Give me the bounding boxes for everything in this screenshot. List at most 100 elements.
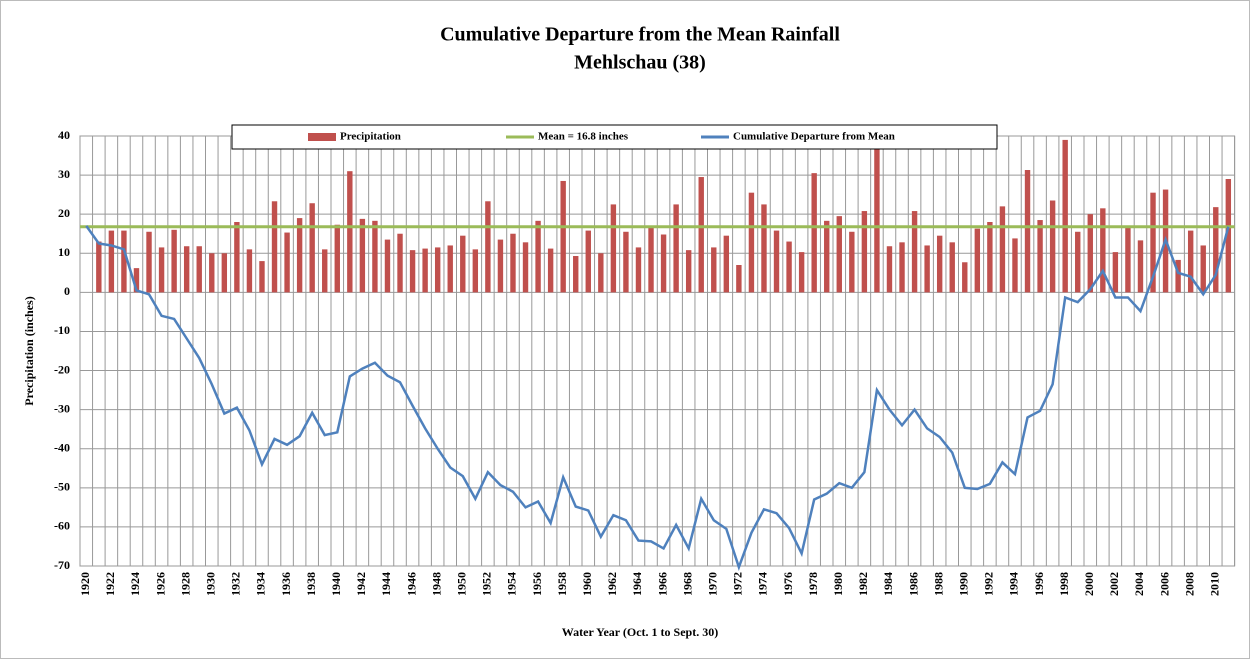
x-tick-label: 1994 <box>1007 572 1021 596</box>
bar <box>372 220 378 293</box>
bar <box>798 252 805 293</box>
x-tick-label: 1930 <box>204 572 218 596</box>
bar <box>434 247 441 293</box>
bar <box>1049 200 1056 293</box>
bar <box>522 242 529 293</box>
bar <box>209 253 215 293</box>
x-tick-label: 2010 <box>1208 572 1222 596</box>
bar <box>711 247 717 293</box>
y-axis-label: Precipitation (inches) <box>22 296 36 405</box>
x-tick-label: 1976 <box>781 572 795 596</box>
bar <box>1075 231 1081 293</box>
bar <box>547 248 554 293</box>
x-tick-label: 1960 <box>580 572 594 596</box>
bar <box>334 224 340 293</box>
bar <box>1037 220 1043 293</box>
y-tick-label: 10 <box>58 245 70 259</box>
bar <box>1024 170 1031 293</box>
y-tick-label: -10 <box>54 323 70 337</box>
bar <box>899 242 905 293</box>
x-tick-label: 2000 <box>1082 572 1096 596</box>
y-tick-label: 20 <box>58 206 70 220</box>
bar <box>648 227 654 293</box>
bar <box>736 265 742 293</box>
y-tick-label: 30 <box>58 167 70 181</box>
bar <box>246 249 253 293</box>
bar <box>158 247 165 293</box>
bar <box>811 173 817 293</box>
x-tick-label: 1940 <box>329 572 343 596</box>
bar <box>999 206 1006 293</box>
bar <box>1062 139 1068 293</box>
bar <box>221 253 228 293</box>
bar <box>409 250 416 293</box>
x-tick-label: 1932 <box>229 572 243 596</box>
bar <box>1012 238 1018 293</box>
x-tick-label: 1978 <box>806 572 820 596</box>
bar <box>322 249 328 293</box>
bar <box>824 220 830 293</box>
x-tick-label: 1934 <box>254 572 268 596</box>
bar <box>685 250 692 293</box>
bar <box>698 177 704 293</box>
bar <box>183 246 190 293</box>
x-tick-label: 1948 <box>429 572 443 596</box>
legend-label: Cumulative Departure from Mean <box>733 131 895 143</box>
bar <box>472 249 479 293</box>
bar <box>748 192 755 293</box>
bar <box>460 235 466 293</box>
x-tick-label: 1986 <box>906 572 920 596</box>
x-tick-label: 1988 <box>931 572 945 596</box>
legend-swatch <box>308 133 336 141</box>
bar <box>1112 252 1119 293</box>
x-tick-label: 1922 <box>103 572 117 596</box>
bar <box>121 230 127 293</box>
x-tick-label: 1996 <box>1032 572 1046 596</box>
bar <box>1100 208 1106 293</box>
bar <box>974 228 981 293</box>
bar <box>1200 245 1206 293</box>
bar <box>949 242 955 293</box>
x-tick-label: 1980 <box>831 572 845 596</box>
x-tick-label: 2006 <box>1157 572 1171 596</box>
x-tick-label: 1924 <box>128 572 142 596</box>
legend-label: Mean = 16.8 inches <box>538 131 629 143</box>
chart-subtitle: Mehlschau (38) <box>574 52 706 74</box>
x-axis-label: Water Year (Oct. 1 to Sept. 30) <box>562 625 718 639</box>
y-tick-label: -20 <box>54 362 70 376</box>
bar <box>761 204 767 293</box>
x-tick-label: 1936 <box>279 572 293 596</box>
bar <box>1087 214 1093 293</box>
bar <box>234 222 240 293</box>
x-tick-label: 1968 <box>680 572 694 596</box>
x-tick-label: 2008 <box>1182 572 1196 596</box>
x-tick-label: 1962 <box>605 572 619 596</box>
x-tick-label: 1946 <box>404 572 418 596</box>
x-tick-label: 1956 <box>530 572 544 596</box>
bar <box>962 262 968 293</box>
bar <box>598 253 604 293</box>
bar <box>397 233 403 293</box>
bar <box>347 171 353 293</box>
bar <box>284 232 290 293</box>
bar <box>1150 192 1156 293</box>
bar <box>422 248 428 293</box>
bar <box>660 234 667 293</box>
y-tick-label: -60 <box>54 519 70 533</box>
bar <box>1187 230 1194 293</box>
x-tick-label: 1938 <box>304 572 318 596</box>
x-tick-label: 1984 <box>881 572 895 596</box>
legend-label: Precipitation <box>340 131 401 143</box>
bar <box>133 268 140 293</box>
x-tick-label: 1954 <box>505 572 519 596</box>
bar <box>309 203 315 293</box>
x-tick-label: 1998 <box>1057 572 1071 596</box>
chart-title: Cumulative Departure from the Mean Rainf… <box>440 24 840 46</box>
bar <box>1125 227 1131 293</box>
bar <box>623 231 629 293</box>
bar <box>886 246 893 293</box>
bar <box>1137 240 1144 293</box>
bar <box>911 211 918 293</box>
x-tick-label: 1972 <box>731 572 745 596</box>
